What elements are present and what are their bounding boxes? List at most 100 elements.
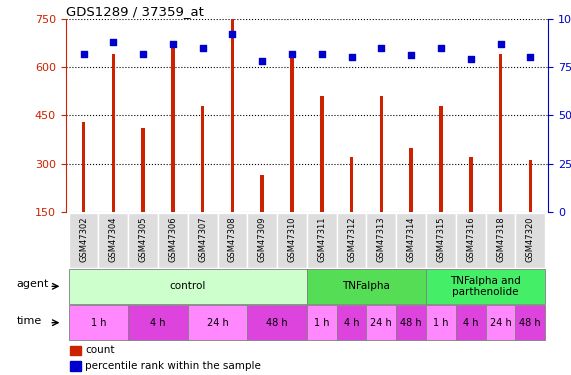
Bar (485, 305, 516, 340)
Point (228, 31, 237, 37)
Bar (260, 175, 264, 212)
Text: time: time (17, 316, 42, 326)
Bar (307, 213, 337, 268)
Bar (367, 305, 396, 340)
Text: agent: agent (17, 279, 49, 290)
Bar (201, 106, 204, 212)
Bar (396, 213, 426, 268)
Point (436, 45, 445, 51)
Text: count: count (85, 345, 114, 355)
Point (198, 45, 207, 51)
Text: GSM47309: GSM47309 (258, 216, 267, 262)
Bar (439, 106, 443, 212)
Point (258, 58, 267, 64)
Text: GSM47315: GSM47315 (436, 216, 445, 262)
Bar (70, 362, 81, 371)
Bar (350, 157, 353, 212)
Bar (70, 346, 81, 355)
Bar (128, 305, 188, 340)
Text: 1 h: 1 h (314, 318, 329, 328)
Text: GSM47320: GSM47320 (526, 216, 535, 262)
Bar (141, 128, 145, 212)
Bar (337, 213, 367, 268)
Bar (426, 269, 545, 304)
Bar (320, 96, 324, 212)
Bar (247, 213, 277, 268)
Point (526, 54, 535, 60)
Point (139, 51, 148, 57)
Bar (290, 56, 294, 212)
Bar (469, 157, 473, 212)
Text: control: control (170, 281, 206, 291)
Bar (82, 122, 85, 212)
Point (377, 45, 386, 51)
Bar (485, 213, 516, 268)
Bar (158, 213, 188, 268)
Text: GDS1289 / 37359_at: GDS1289 / 37359_at (66, 4, 203, 18)
Text: TNFalpha: TNFalpha (343, 281, 391, 291)
Point (168, 41, 178, 47)
Text: 4 h: 4 h (463, 318, 478, 328)
Bar (111, 54, 115, 212)
Text: GSM47310: GSM47310 (288, 216, 296, 262)
Bar (128, 213, 158, 268)
Point (79, 51, 88, 57)
Text: 4 h: 4 h (344, 318, 359, 328)
Point (108, 39, 118, 45)
Text: 24 h: 24 h (371, 318, 392, 328)
Bar (516, 305, 545, 340)
Text: 48 h: 48 h (520, 318, 541, 328)
Bar (367, 213, 396, 268)
Bar (516, 213, 545, 268)
Text: GSM47308: GSM47308 (228, 216, 237, 262)
Text: 1 h: 1 h (433, 318, 449, 328)
Bar (456, 213, 485, 268)
Point (407, 53, 416, 58)
Bar (498, 54, 502, 212)
Point (287, 51, 296, 57)
Text: GSM47314: GSM47314 (407, 216, 416, 262)
Text: GSM47306: GSM47306 (168, 216, 178, 262)
Bar (231, 19, 234, 212)
Point (347, 54, 356, 60)
Text: TNFalpha and
parthenolide: TNFalpha and parthenolide (451, 276, 521, 297)
Bar (69, 213, 98, 268)
Bar (247, 305, 307, 340)
Text: GSM47313: GSM47313 (377, 216, 386, 262)
Text: 24 h: 24 h (489, 318, 512, 328)
Bar (188, 213, 218, 268)
Bar (456, 305, 485, 340)
Bar (337, 305, 367, 340)
Text: GSM47312: GSM47312 (347, 216, 356, 262)
Text: GSM47305: GSM47305 (139, 216, 147, 262)
Bar (277, 213, 307, 268)
Bar (171, 48, 175, 212)
Text: 24 h: 24 h (207, 318, 228, 328)
Text: 48 h: 48 h (400, 318, 422, 328)
Text: GSM47302: GSM47302 (79, 216, 88, 262)
Point (466, 56, 475, 62)
Bar (307, 305, 337, 340)
Text: 1 h: 1 h (91, 318, 106, 328)
Text: GSM47311: GSM47311 (317, 216, 326, 262)
Bar (98, 213, 128, 268)
Point (317, 51, 327, 57)
Text: GSM47304: GSM47304 (109, 216, 118, 262)
Bar (426, 305, 456, 340)
Bar (396, 305, 426, 340)
Bar (218, 213, 247, 268)
Text: 4 h: 4 h (150, 318, 166, 328)
Bar (188, 305, 247, 340)
Text: GSM47316: GSM47316 (467, 216, 475, 262)
Bar (307, 269, 426, 304)
Bar (69, 269, 307, 304)
Bar (69, 305, 128, 340)
Bar (529, 160, 532, 212)
Bar (426, 213, 456, 268)
Bar (380, 96, 383, 212)
Text: 48 h: 48 h (266, 318, 288, 328)
Bar (409, 147, 413, 212)
Text: GSM47307: GSM47307 (198, 216, 207, 262)
Point (496, 41, 505, 47)
Text: GSM47318: GSM47318 (496, 216, 505, 262)
